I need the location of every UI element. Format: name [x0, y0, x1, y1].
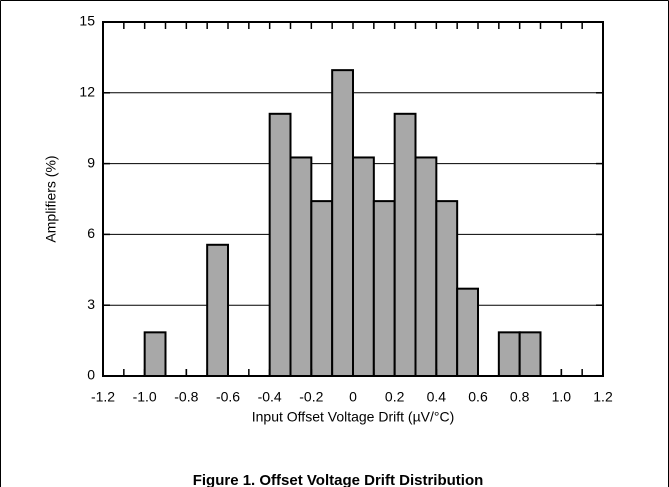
x-tick-label: 0.6 [468, 389, 488, 405]
x-axis-label: Input Offset Voltage Drift (µV/°C) [252, 409, 455, 425]
bar [456, 287, 479, 377]
bar [289, 156, 313, 377]
x-tick-label: 1.2 [593, 389, 613, 405]
x-tick-label: -1.2 [91, 389, 115, 405]
x-tick-label: 0.2 [385, 389, 405, 405]
y-tick-label: 6 [87, 225, 95, 241]
bar [393, 112, 417, 378]
bar [331, 69, 354, 377]
x-tick-label: -0.2 [299, 389, 323, 405]
y-axis-label: Amplifiers (%) [43, 155, 59, 242]
y-tick-label: 12 [79, 84, 95, 100]
y-tick-label: 9 [87, 154, 95, 170]
x-tick-label: -0.8 [174, 389, 198, 405]
bar [268, 112, 292, 378]
bar [414, 156, 438, 377]
bar [206, 243, 230, 377]
y-tick-label: 15 [79, 13, 95, 29]
y-tick-label: 0 [87, 367, 95, 383]
bar [310, 200, 334, 377]
x-tick-label: 0 [349, 389, 357, 405]
bar [435, 200, 459, 377]
y-tick-label: 3 [87, 296, 95, 312]
bar [143, 331, 167, 377]
x-tick-label: 1.0 [552, 389, 572, 405]
plot-frame [102, 21, 604, 377]
chart-title: Figure 1. Offset Voltage Drift Distribut… [193, 472, 484, 487]
bar [372, 200, 396, 377]
x-tick-label: 0.8 [510, 389, 530, 405]
bar [518, 331, 542, 377]
x-tick-label: 0.4 [427, 389, 447, 405]
x-tick-label: -1.0 [133, 389, 157, 405]
x-tick-label: -0.4 [258, 389, 282, 405]
bar [352, 156, 375, 377]
bar [497, 331, 521, 377]
x-tick-label: -0.6 [216, 389, 240, 405]
